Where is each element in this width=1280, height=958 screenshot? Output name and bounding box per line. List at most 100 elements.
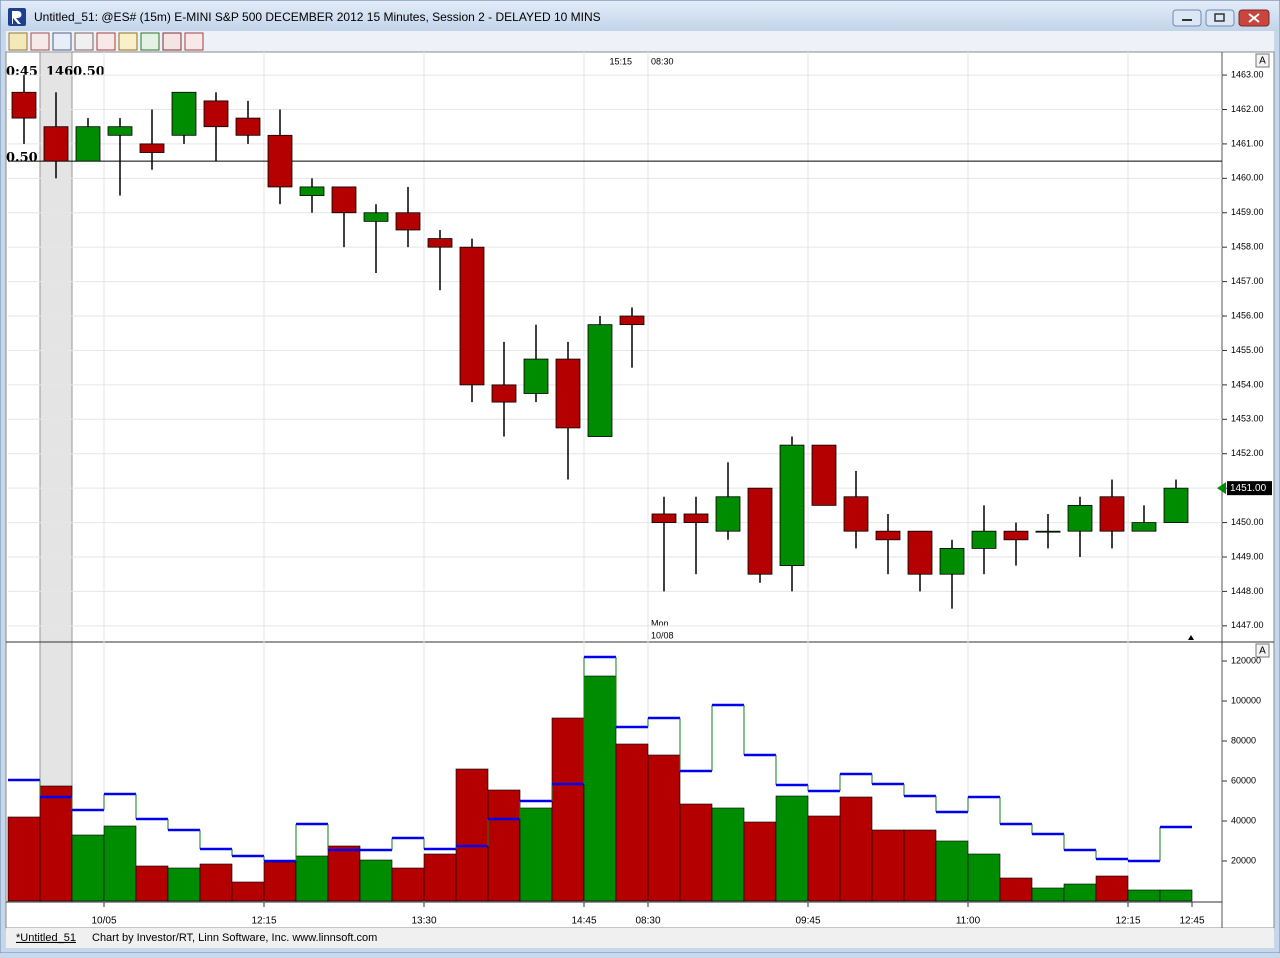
crosshair-bar-highlight: [39, 51, 73, 903]
volume-bar: [647, 754, 681, 902]
candle-body: [715, 496, 741, 532]
candle-body: [459, 246, 485, 386]
y-tick-label: 1459.00: [1231, 207, 1264, 217]
candle-body: [523, 358, 549, 394]
volume-bar: [967, 853, 1001, 902]
volume-bar: [487, 789, 521, 902]
y-tick-label: 1457.00: [1231, 276, 1264, 286]
y-tick-label: 1449.00: [1231, 551, 1264, 561]
app-icon-glyph: [12, 11, 22, 24]
candle-body: [683, 513, 709, 523]
volume-bar: [775, 795, 809, 902]
scroll-marker: [1188, 635, 1194, 640]
y-tick-label: 1460.00: [1231, 173, 1264, 183]
volume-bar: [839, 796, 873, 902]
session-start-label: 08:30: [651, 56, 674, 66]
tool-button[interactable]: [140, 32, 160, 51]
y-tick-label: 80000: [1231, 735, 1256, 745]
volume-bar: [1095, 875, 1129, 902]
tool-button[interactable]: [8, 32, 28, 51]
last-price-tag: [1227, 481, 1272, 496]
tool-button[interactable]: [96, 32, 116, 51]
crosshair-axis-label: 0.50: [6, 151, 38, 166]
volume-bar: [39, 785, 73, 902]
candle-body: [11, 91, 37, 119]
candle-body: [75, 126, 101, 162]
volume-bar: [423, 853, 457, 902]
volume-bar: [103, 825, 137, 902]
panel-button[interactable]: [1255, 643, 1270, 658]
candle-body: [395, 212, 421, 231]
candle-body: [267, 134, 293, 188]
x-tick-label: 12:45: [1179, 916, 1204, 927]
tool-button[interactable]: [118, 32, 138, 51]
y-tick-label: 1450.00: [1231, 517, 1264, 527]
tool-button[interactable]: [30, 32, 50, 51]
sheet-tab[interactable]: *Untitled_51: [16, 932, 76, 944]
candle-body: [971, 530, 997, 549]
candle-body: [235, 117, 261, 136]
candle-body: [171, 91, 197, 136]
y-tick-label: 60000: [1231, 775, 1256, 785]
last-price-arrow: [1217, 482, 1226, 495]
status-bar: [6, 928, 1274, 948]
candle-body: [1003, 530, 1029, 541]
y-tick-label: 1448.00: [1231, 586, 1264, 596]
volume-bar: [71, 834, 105, 902]
volume-bar: [167, 867, 201, 902]
panel-button[interactable]: [1255, 53, 1270, 68]
panel-button-label: A: [1259, 56, 1266, 67]
candle-body: [587, 324, 613, 437]
minimize-button[interactable]: [1172, 9, 1202, 27]
volume-bar: [1127, 889, 1161, 902]
candle-body: [555, 358, 581, 429]
candle-body: [747, 487, 773, 575]
candle-body: [811, 444, 837, 506]
candle-body: [619, 315, 645, 326]
panel-button-label: A: [1259, 646, 1266, 657]
candle-body: [1131, 522, 1157, 532]
session-end-label: 15:15: [609, 56, 632, 66]
candle-body: [1099, 496, 1125, 532]
candle-body: [203, 100, 229, 128]
tool-button[interactable]: [52, 32, 72, 51]
y-tick-label: 1454.00: [1231, 379, 1264, 389]
candle-body: [299, 186, 325, 196]
candle-body: [43, 126, 69, 162]
y-tick-label: 1456.00: [1231, 310, 1264, 320]
x-tick-label: 09:45: [795, 916, 820, 927]
tool-button[interactable]: [184, 32, 204, 51]
volume-bar: [135, 865, 169, 902]
volume-bar: [583, 675, 617, 902]
candle-body: [779, 444, 805, 567]
volume-bar: [263, 861, 297, 902]
crosshair-price: 1460.50: [46, 65, 105, 80]
y-tick-label: 1462.00: [1231, 104, 1264, 114]
candle-body: [843, 496, 869, 532]
volume-bar: [295, 855, 329, 902]
candle-body: [1035, 530, 1061, 533]
tool-button[interactable]: [162, 32, 182, 51]
volume-bar: [1031, 887, 1065, 902]
volume-bar: [743, 821, 777, 902]
candle-body: [875, 530, 901, 541]
candle-body: [651, 513, 677, 523]
volume-bar: [903, 829, 937, 902]
tool-button[interactable]: [74, 32, 94, 51]
restore-button[interactable]: [1205, 9, 1235, 27]
y-tick-label: 1463.00: [1231, 69, 1264, 79]
volume-bar: [391, 867, 425, 902]
y-tick-label: 120000: [1231, 655, 1261, 665]
volume-bar: [7, 816, 41, 902]
y-tick-label: 20000: [1231, 855, 1256, 865]
volume-bar: [1159, 889, 1193, 902]
candle-body: [491, 384, 517, 403]
volume-bar: [999, 877, 1033, 902]
restore-glyph: [1214, 13, 1225, 22]
candle-body: [363, 212, 389, 222]
volume-bar: [551, 717, 585, 902]
candle-body: [939, 547, 965, 575]
x-tick-label: 12:15: [251, 916, 276, 927]
